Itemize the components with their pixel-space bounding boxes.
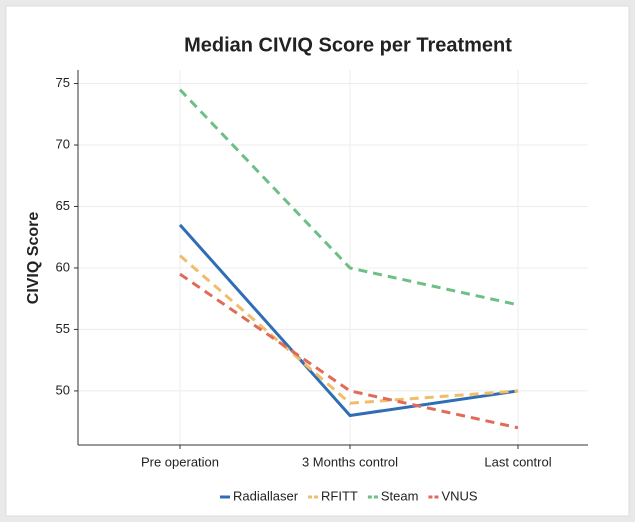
series-line xyxy=(179,272,519,430)
x-tick-label: 3 Months control xyxy=(302,454,398,469)
legend-label: VNUS xyxy=(441,488,477,503)
panel xyxy=(5,5,630,517)
chart-title: Median CIVIQ Score per Treatment xyxy=(184,34,512,56)
legend-label: Radiallaser xyxy=(233,488,299,503)
series-line xyxy=(178,223,519,418)
y-tick-label: 50 xyxy=(56,382,70,397)
y-tick-label: 70 xyxy=(56,136,70,151)
y-tick-label: 65 xyxy=(56,198,70,213)
y-axis-title: CIVIQ Score xyxy=(25,212,42,305)
y-tick-label: 55 xyxy=(56,321,70,336)
y-tick-label: 60 xyxy=(56,259,70,274)
legend-label: Steam xyxy=(381,488,419,503)
legend-label: RFITT xyxy=(321,488,358,503)
x-tick-label: Last control xyxy=(484,454,551,469)
series-line xyxy=(178,88,519,307)
y-tick-label: 75 xyxy=(56,75,70,90)
x-tick-label: Pre operation xyxy=(141,454,219,469)
series-line xyxy=(179,254,519,405)
